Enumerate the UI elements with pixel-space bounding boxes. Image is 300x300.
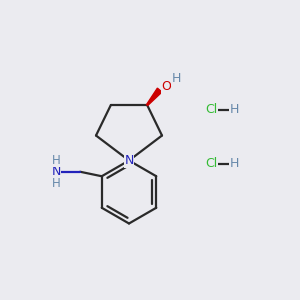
Text: H: H (172, 72, 181, 85)
Text: Cl: Cl (206, 103, 218, 116)
Text: H: H (52, 154, 61, 167)
Text: N: N (51, 165, 61, 178)
Text: H: H (52, 177, 61, 190)
Text: N: N (124, 154, 134, 167)
Polygon shape (147, 88, 162, 106)
Text: O: O (161, 80, 171, 93)
Text: H: H (229, 157, 239, 170)
Text: H: H (229, 103, 239, 116)
Text: Cl: Cl (206, 157, 218, 170)
